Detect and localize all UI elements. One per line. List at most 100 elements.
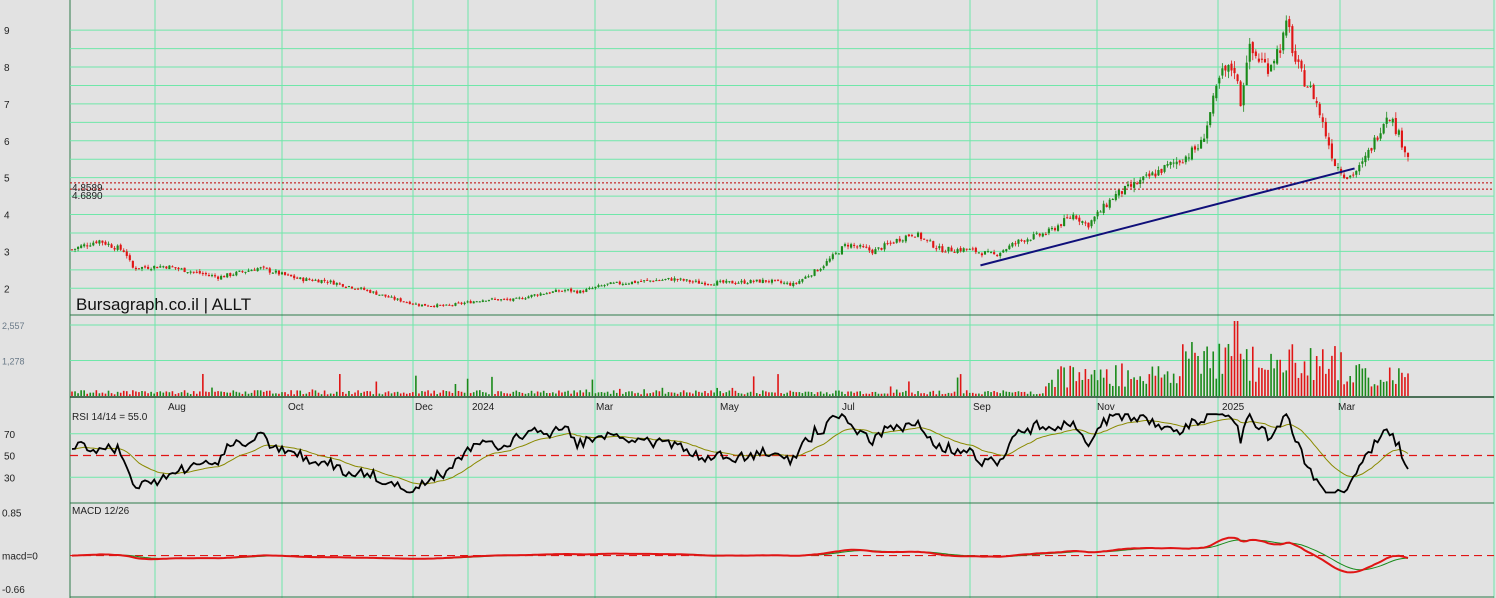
volume-bar xyxy=(348,390,350,396)
volume-bar xyxy=(965,390,968,396)
volume-bar xyxy=(138,392,140,396)
candle-body xyxy=(986,251,990,253)
volume-bar xyxy=(171,391,174,396)
candle-body xyxy=(1406,152,1410,157)
candle-body xyxy=(329,280,332,283)
candle-body xyxy=(287,274,290,276)
volume-bar xyxy=(1069,365,1071,396)
candle-body xyxy=(1136,183,1139,185)
volume-bar xyxy=(600,392,603,396)
candle-body xyxy=(999,252,1002,257)
candle-body xyxy=(277,270,281,275)
volume-bar xyxy=(1404,377,1406,396)
candle-body xyxy=(1111,199,1114,201)
x-tick-label: Dec xyxy=(415,402,433,413)
rsi-tick-label: 30 xyxy=(4,473,16,484)
candle-body xyxy=(996,255,999,257)
candle-body xyxy=(405,302,408,304)
volume-bar xyxy=(153,393,155,396)
volume-bar xyxy=(272,393,274,396)
candle-body xyxy=(789,282,792,286)
trendline xyxy=(980,167,1355,267)
candle-body xyxy=(533,294,536,296)
candle-body xyxy=(256,268,259,272)
candle-body xyxy=(1154,173,1157,177)
candle-body xyxy=(390,296,393,298)
candle-body xyxy=(262,266,265,268)
candle-body xyxy=(1373,137,1376,150)
volume-bar xyxy=(293,394,295,396)
volume-bar xyxy=(1014,391,1017,396)
volume-bar xyxy=(460,391,463,396)
volume-bar xyxy=(335,391,338,396)
volume-bar xyxy=(1285,370,1288,396)
candle-body xyxy=(612,282,615,284)
volume-bar xyxy=(758,393,761,396)
volume-bar xyxy=(1084,369,1087,396)
volume-bar xyxy=(1115,365,1117,396)
volume-bar xyxy=(719,391,722,396)
candle-body xyxy=(235,271,238,276)
candle-body xyxy=(1257,58,1260,62)
candle-body xyxy=(360,287,363,289)
volume-bar xyxy=(1379,379,1382,396)
volume-bar xyxy=(1267,369,1269,396)
date-axis-band xyxy=(70,398,1494,408)
candle-body xyxy=(828,258,831,262)
volume-bar xyxy=(570,393,572,396)
candle-body xyxy=(1318,103,1321,116)
volume-bar xyxy=(521,392,524,396)
volume-bar xyxy=(1361,368,1364,396)
volume-bar xyxy=(399,393,402,396)
candle-body xyxy=(892,242,895,244)
candle-body xyxy=(990,252,993,254)
candle-body xyxy=(566,289,570,291)
candle-body xyxy=(767,281,770,283)
volume-bar xyxy=(1166,371,1169,396)
candle-body xyxy=(1120,191,1123,194)
volume-bar xyxy=(275,393,277,396)
candle-body xyxy=(1343,174,1346,178)
candle-body xyxy=(116,245,119,250)
volume-bar xyxy=(752,376,755,396)
volume-bar xyxy=(1276,359,1278,396)
volume-bar xyxy=(801,393,804,396)
volume-bar xyxy=(737,392,740,396)
volume-bar xyxy=(113,394,116,396)
candle-body xyxy=(597,285,600,287)
candle-body xyxy=(478,301,481,303)
candle-body xyxy=(993,252,996,255)
volume-bar xyxy=(332,393,335,396)
candle-body xyxy=(338,283,341,285)
candle-body xyxy=(834,252,837,254)
candle-body xyxy=(457,302,460,304)
volume-bar xyxy=(1038,393,1041,396)
candle-body xyxy=(910,235,914,237)
candle-body xyxy=(110,244,113,248)
volume-bar xyxy=(1233,321,1236,396)
candle-body xyxy=(880,247,883,250)
volume-bar xyxy=(676,393,679,396)
candle-body xyxy=(600,285,603,287)
volume-bar xyxy=(1145,383,1148,396)
volume-bar xyxy=(956,377,959,396)
candle-body xyxy=(201,273,204,275)
price-tick-label: 5 xyxy=(4,174,10,185)
volume-bar xyxy=(363,391,365,396)
volume-bar xyxy=(944,393,947,396)
volume-bar xyxy=(119,392,122,396)
candle-body xyxy=(816,269,819,272)
volume-bar xyxy=(972,392,974,396)
candle-body xyxy=(332,280,335,285)
volume-bar xyxy=(603,392,606,396)
candle-body xyxy=(159,266,162,268)
volume-bar xyxy=(384,392,387,396)
volume-tick-label: 2,557 xyxy=(2,321,25,331)
candle-body xyxy=(436,304,439,308)
volume-bar xyxy=(530,390,533,396)
candle-body xyxy=(926,239,929,241)
volume-bar xyxy=(1072,367,1075,396)
candle-body xyxy=(846,244,850,247)
candle-body xyxy=(311,279,314,282)
volume-bar xyxy=(947,392,950,396)
